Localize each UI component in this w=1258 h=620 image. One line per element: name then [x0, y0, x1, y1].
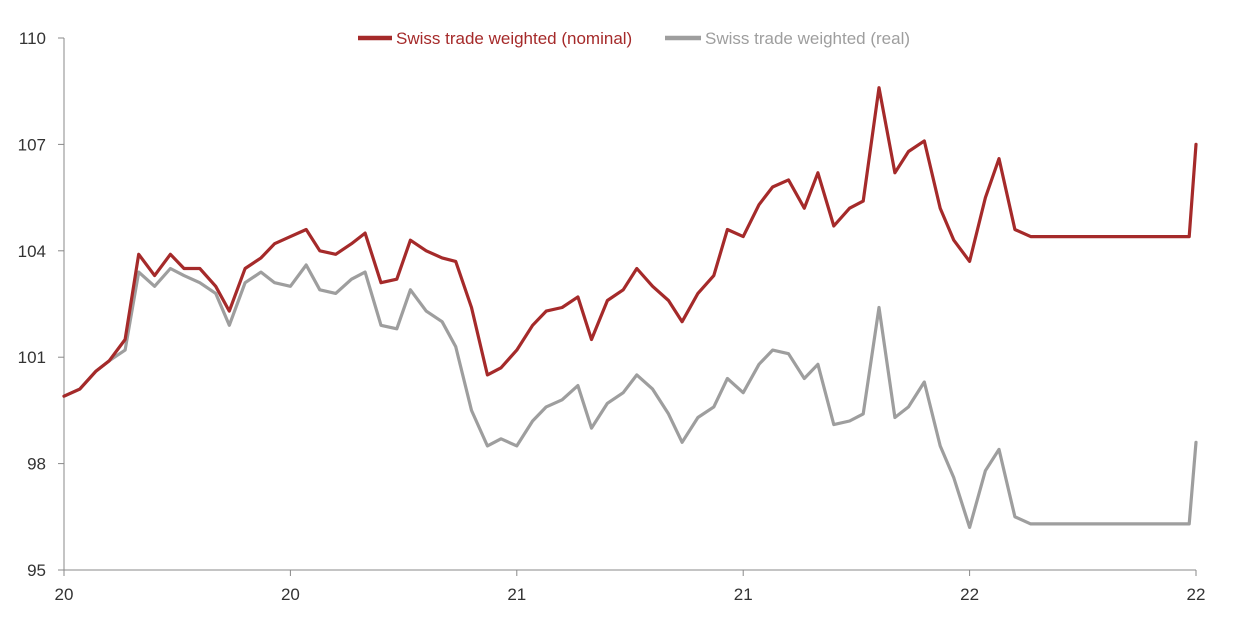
y-tick-label: 95: [27, 561, 46, 580]
x-tick-label: 21: [507, 585, 526, 604]
x-tick-label: 22: [1187, 585, 1206, 604]
y-tick-label: 107: [18, 135, 46, 154]
y-axis: 95 98 101 104 107 110: [18, 29, 65, 580]
y-tick-label: 101: [18, 348, 46, 367]
series-line-real: [62, 263, 1198, 530]
legend-label-real: Swiss trade weighted (real): [705, 29, 910, 48]
x-tick-label: 21: [734, 585, 753, 604]
y-tick-label: 110: [19, 29, 46, 48]
legend: Swiss trade weighted (nominal) Swiss tra…: [358, 29, 910, 48]
x-tick-label: 22: [960, 585, 979, 604]
y-tick-label: 98: [27, 455, 46, 474]
x-axis: 20 20 21 21 22 22: [55, 569, 1206, 604]
x-tick-label: 20: [281, 585, 300, 604]
series-group: [62, 86, 1198, 530]
series-line-nominal: [62, 86, 1198, 398]
legend-label-nominal: Swiss trade weighted (nominal): [396, 29, 632, 48]
x-tick-label: 20: [55, 585, 74, 604]
y-tick-label: 104: [18, 242, 46, 261]
